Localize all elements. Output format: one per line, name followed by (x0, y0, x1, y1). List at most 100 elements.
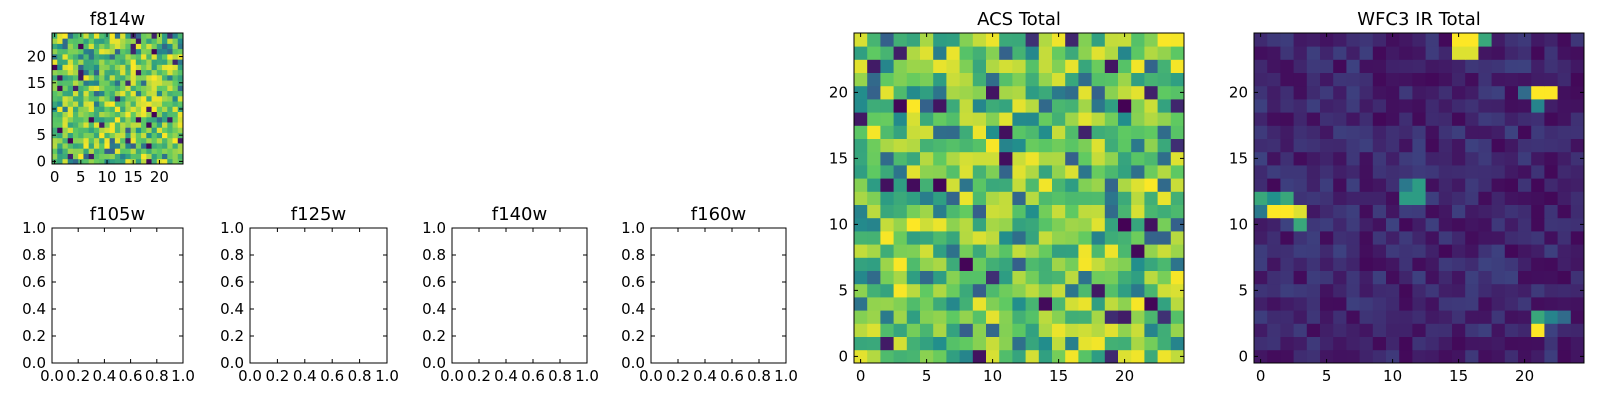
heatmap-cell (104, 80, 111, 86)
heatmap-cell (906, 297, 921, 311)
heatmap-cell (67, 64, 74, 71)
heatmap-cell (1025, 59, 1040, 73)
heatmap-cell (867, 323, 881, 337)
x-tick-label: 0.6 (521, 367, 545, 385)
heatmap-cell (99, 64, 105, 71)
heatmap-cell (999, 46, 1013, 60)
heatmap-cell (933, 85, 947, 100)
heatmap-cell (1372, 112, 1387, 126)
heatmap-cell (114, 53, 121, 60)
heatmap-cell (88, 95, 95, 102)
y-tick-label: 0.2 (220, 327, 244, 345)
heatmap-cell (57, 69, 63, 76)
heatmap-cell (920, 191, 934, 205)
heatmap-cell (906, 231, 921, 245)
heatmap-cell (1452, 257, 1466, 271)
heatmap-cell (104, 48, 111, 55)
heatmap-cell (920, 72, 934, 87)
heatmap-cell (1157, 297, 1172, 311)
heatmap-cell (1280, 138, 1294, 153)
x-tick-label: 10 (983, 367, 1002, 385)
heatmap-cell (1531, 191, 1545, 205)
heatmap-cell (999, 151, 1013, 166)
heatmap-cell (867, 283, 881, 298)
x-tick-label: 0 (1256, 367, 1266, 385)
heatmap-cell (1038, 349, 1053, 364)
heatmap-cell (1452, 59, 1466, 73)
heatmap-cell (1557, 323, 1572, 337)
heatmap-cell (1254, 204, 1268, 219)
heatmap-cell (135, 43, 142, 50)
heatmap-cell (1025, 112, 1040, 126)
heatmap-cell (867, 138, 881, 153)
heatmap-cell (920, 99, 934, 113)
heatmap-cell (946, 257, 960, 271)
heatmap-cell (1078, 323, 1092, 337)
heatmap-cell (920, 204, 934, 219)
heatmap-cell (867, 72, 881, 87)
heatmap-cell (125, 85, 131, 92)
heatmap-cell (999, 283, 1013, 298)
heatmap-cell (146, 116, 152, 123)
heatmap-cell (141, 127, 147, 133)
heatmap-cell (151, 64, 158, 71)
heatmap-cell (1144, 204, 1158, 219)
heatmap-cell (893, 99, 908, 113)
heatmap-cell (1306, 112, 1321, 126)
heatmap-cell (67, 69, 74, 76)
heatmap-cell (1557, 85, 1572, 100)
heatmap-cell (156, 64, 163, 71)
panel-title: f105w (90, 204, 145, 225)
heatmap-cell (1104, 99, 1119, 113)
heatmap-cell (130, 38, 137, 44)
heatmap-cell (1531, 323, 1545, 337)
heatmap-cell (141, 106, 147, 112)
heatmap-cell (1306, 191, 1321, 205)
heatmap-cell (972, 178, 987, 192)
heatmap-cell (146, 64, 152, 71)
heatmap-cell (99, 38, 105, 44)
heatmap-cell (99, 69, 105, 76)
heatmap-cell (1425, 270, 1440, 285)
heatmap-cell (151, 59, 158, 65)
heatmap-cell (1280, 310, 1294, 324)
heatmap-cell (120, 90, 126, 97)
heatmap-cell (146, 90, 152, 97)
heatmap-cell (1118, 231, 1132, 245)
heatmap-cell (1012, 178, 1026, 192)
heatmap-cell (959, 33, 974, 47)
heatmap-cell (156, 95, 163, 102)
heatmap-cell (172, 106, 179, 112)
heatmap-cell (93, 143, 100, 149)
heatmap-cell (156, 143, 163, 149)
heatmap-cell (1131, 59, 1145, 73)
heatmap-cell (1465, 151, 1479, 166)
heatmap-cell (1425, 125, 1440, 139)
heatmap-cell (1052, 270, 1066, 285)
heatmap-cell (959, 297, 974, 311)
heatmap-cell (125, 90, 131, 97)
heatmap-cell (1346, 33, 1360, 47)
heatmap-cell (1518, 204, 1532, 219)
heatmap-cell (1399, 231, 1413, 245)
heatmap-cell (1118, 204, 1132, 219)
heatmap-cell (78, 64, 84, 71)
heatmap-cell (1170, 59, 1185, 73)
heatmap-cell (1333, 217, 1347, 232)
heatmap-cell (1025, 323, 1040, 337)
heatmap-cell (1065, 244, 1079, 258)
heatmap-cell (1144, 244, 1158, 258)
axes-frame (249, 227, 388, 364)
heatmap-cell (1425, 204, 1440, 219)
heatmap-cell (1438, 191, 1453, 205)
heatmap-cell (1104, 283, 1119, 298)
heatmap-cell (1478, 349, 1492, 364)
heatmap-cell (1144, 349, 1158, 364)
heatmap-cell (67, 90, 74, 97)
heatmap-cell (146, 111, 152, 118)
heatmap-cell (1452, 33, 1466, 47)
heatmap-cell (125, 80, 131, 86)
heatmap-cell (156, 74, 163, 81)
heatmap-cell (1346, 231, 1360, 245)
